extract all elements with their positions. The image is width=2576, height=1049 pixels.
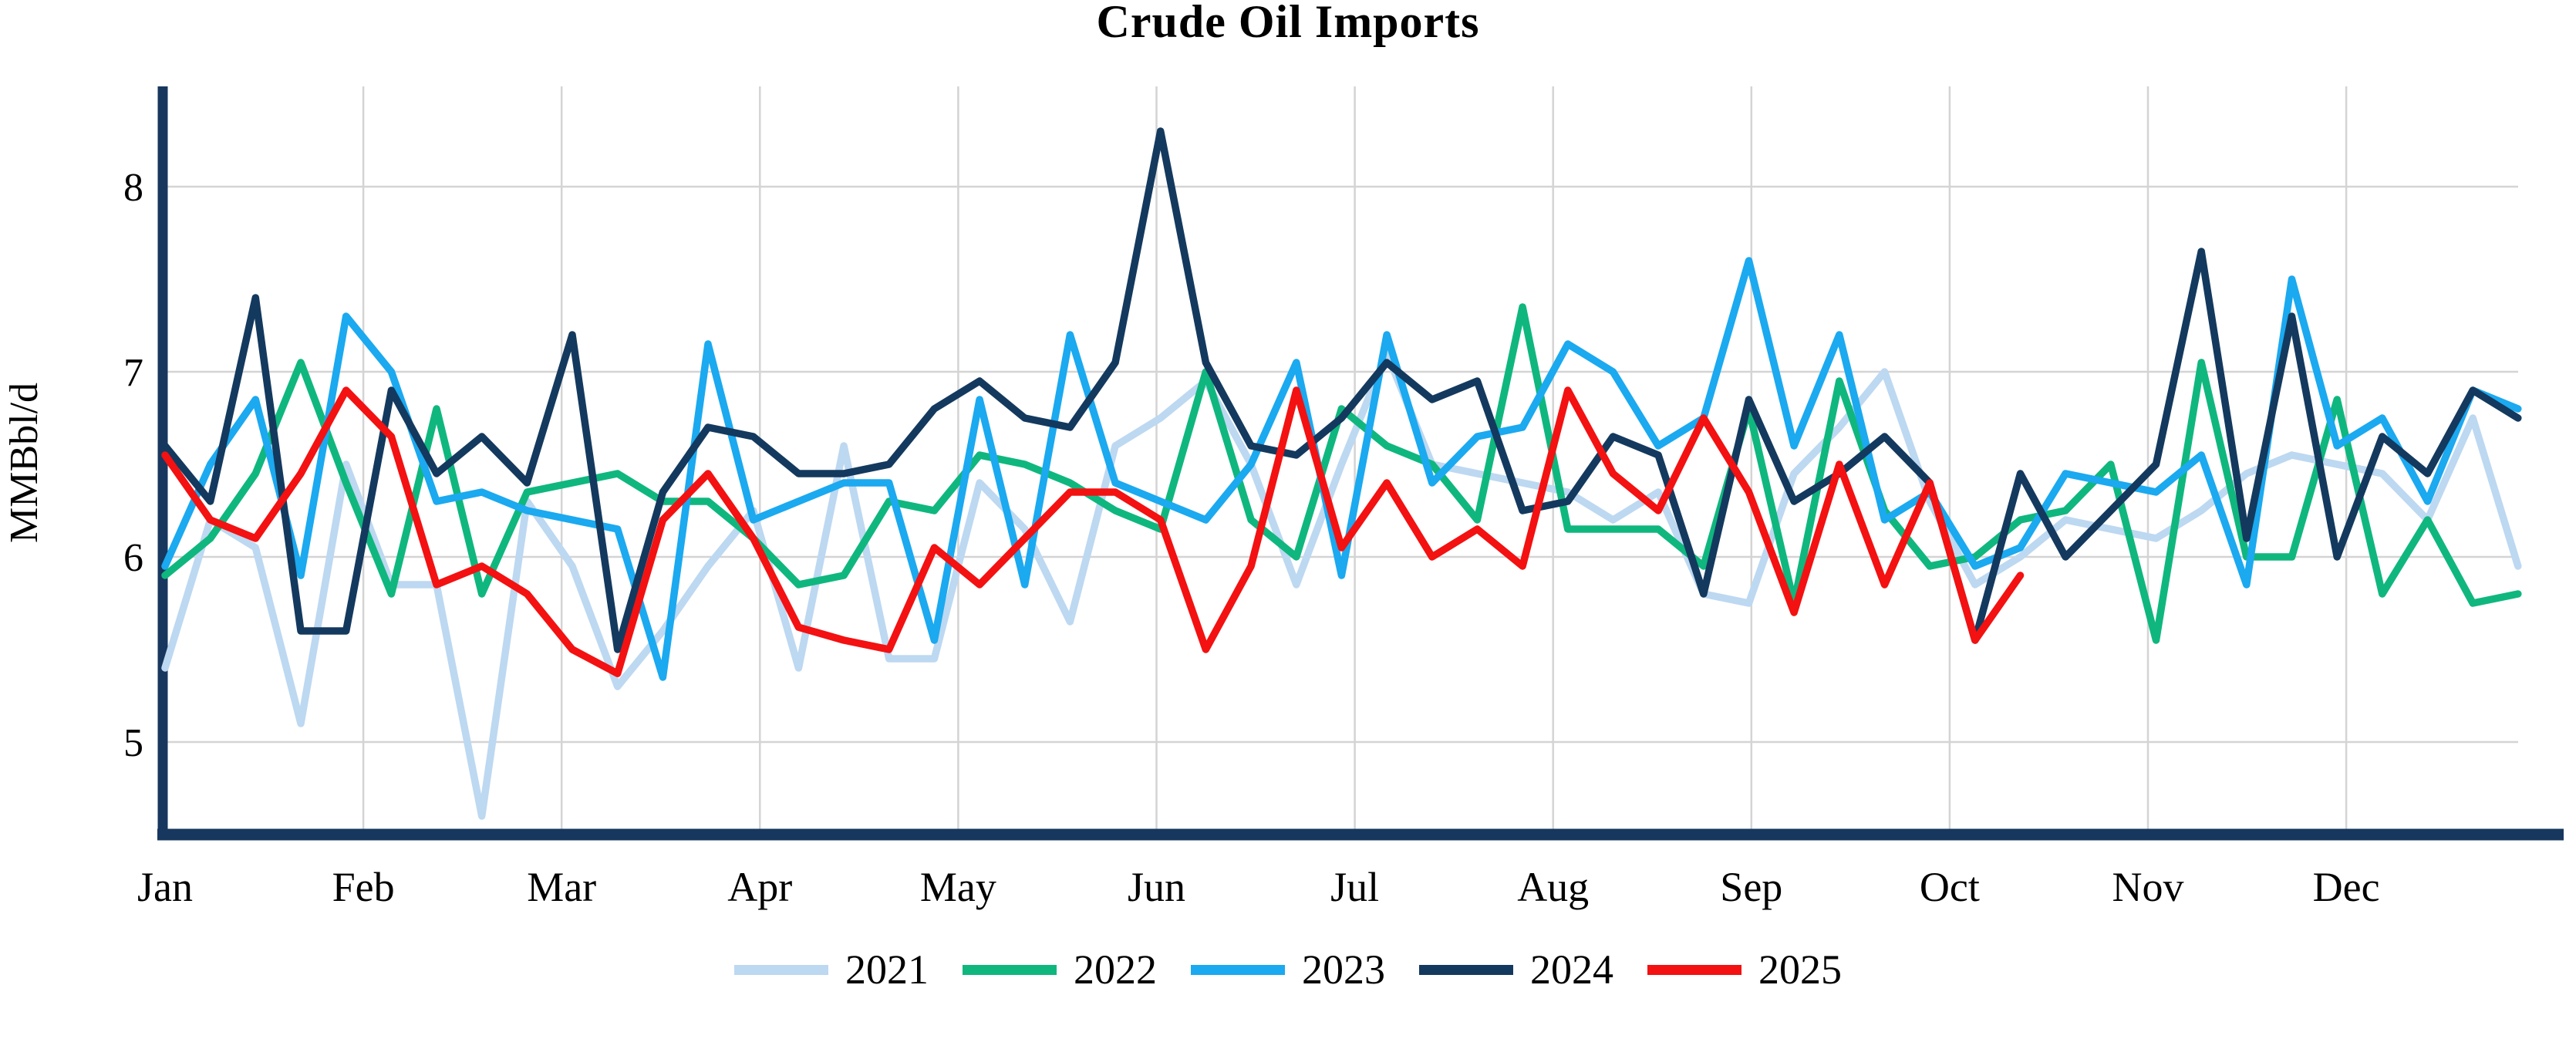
chart-title: Crude Oil Imports xyxy=(1096,0,1480,47)
series-line-2023 xyxy=(161,257,2522,681)
series-line-2022 xyxy=(161,303,2522,644)
legend-label-2022: 2022 xyxy=(1074,946,1157,993)
legend-swatch-2024 xyxy=(1419,964,1513,975)
legend: 2021 2022 2023 2024 2025 xyxy=(0,935,2576,1004)
x-tick-label: Jul xyxy=(1330,864,1379,910)
x-tick-label: Oct xyxy=(1920,864,1980,910)
legend-label-2021: 2021 xyxy=(845,946,929,993)
legend-label-2024: 2024 xyxy=(1530,946,1613,993)
y-tick-label: 5 xyxy=(123,721,143,765)
legend-item-2023: 2023 xyxy=(1191,949,1385,990)
series-line-2025 xyxy=(161,386,2025,677)
series-line-2024 xyxy=(161,127,2522,653)
x-tick-label: Dec xyxy=(2313,864,2380,910)
y-tick-label: 8 xyxy=(123,166,143,210)
legend-swatch-2022 xyxy=(963,964,1057,975)
x-tick-label: May xyxy=(920,864,996,910)
x-tick-label: Aug xyxy=(1517,864,1589,910)
x-tick-label: Mar xyxy=(527,864,596,910)
x-tick-label: Nov xyxy=(2112,864,2184,910)
y-tick-label: 6 xyxy=(123,536,143,580)
x-tick-label: Jun xyxy=(1128,864,1185,910)
x-tick-label: Sep xyxy=(1720,864,1782,910)
legend-item-2021: 2021 xyxy=(734,949,929,990)
legend-swatch-2025 xyxy=(1647,964,1741,975)
legend-item-2025: 2025 xyxy=(1647,949,1842,990)
legend-label-2023: 2023 xyxy=(1302,946,1385,993)
legend-swatch-2023 xyxy=(1191,964,1285,975)
x-tick-label: Feb xyxy=(332,864,395,910)
x-tick-label: Apr xyxy=(727,864,792,910)
y-tick-label: 7 xyxy=(123,351,143,395)
x-tick-label: Jan xyxy=(137,864,193,910)
legend-item-2022: 2022 xyxy=(963,949,1157,990)
legend-item-2024: 2024 xyxy=(1419,949,1613,990)
legend-label-2025: 2025 xyxy=(1758,946,1842,993)
legend-swatch-2021 xyxy=(734,964,828,975)
